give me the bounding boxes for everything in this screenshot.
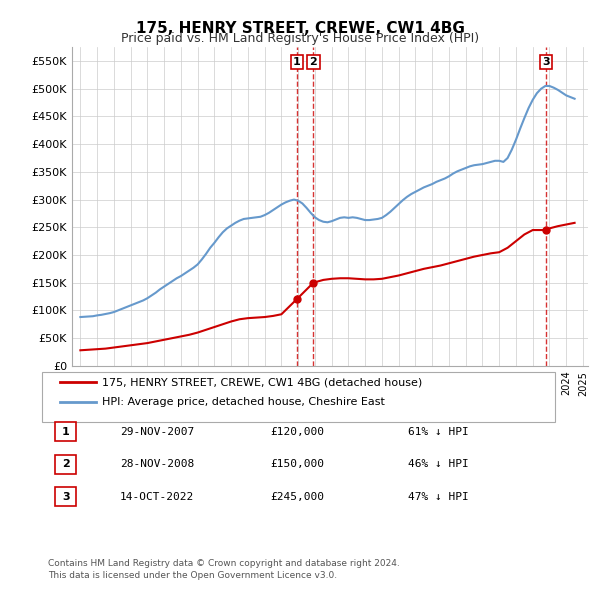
Text: 3: 3 [62,492,70,502]
Text: 175, HENRY STREET, CREWE, CW1 4BG: 175, HENRY STREET, CREWE, CW1 4BG [136,21,464,35]
Text: 2: 2 [310,57,317,67]
Text: 14-OCT-2022: 14-OCT-2022 [120,492,194,502]
Text: HPI: Average price, detached house, Cheshire East: HPI: Average price, detached house, Ches… [102,398,385,407]
Text: 61% ↓ HPI: 61% ↓ HPI [408,427,469,437]
Text: 47% ↓ HPI: 47% ↓ HPI [408,492,469,502]
Text: 1: 1 [293,57,301,67]
Text: Price paid vs. HM Land Registry's House Price Index (HPI): Price paid vs. HM Land Registry's House … [121,32,479,45]
Text: 1: 1 [62,427,70,437]
Text: £245,000: £245,000 [270,492,324,502]
Text: 29-NOV-2007: 29-NOV-2007 [120,427,194,437]
Text: £150,000: £150,000 [270,460,324,469]
Text: This data is licensed under the Open Government Licence v3.0.: This data is licensed under the Open Gov… [48,571,337,580]
Text: 175, HENRY STREET, CREWE, CW1 4BG (detached house): 175, HENRY STREET, CREWE, CW1 4BG (detac… [102,378,422,387]
Text: £120,000: £120,000 [270,427,324,437]
Text: 3: 3 [542,57,550,67]
Text: 28-NOV-2008: 28-NOV-2008 [120,460,194,469]
Text: 46% ↓ HPI: 46% ↓ HPI [408,460,469,469]
Text: Contains HM Land Registry data © Crown copyright and database right 2024.: Contains HM Land Registry data © Crown c… [48,559,400,568]
Text: 2: 2 [62,460,70,469]
